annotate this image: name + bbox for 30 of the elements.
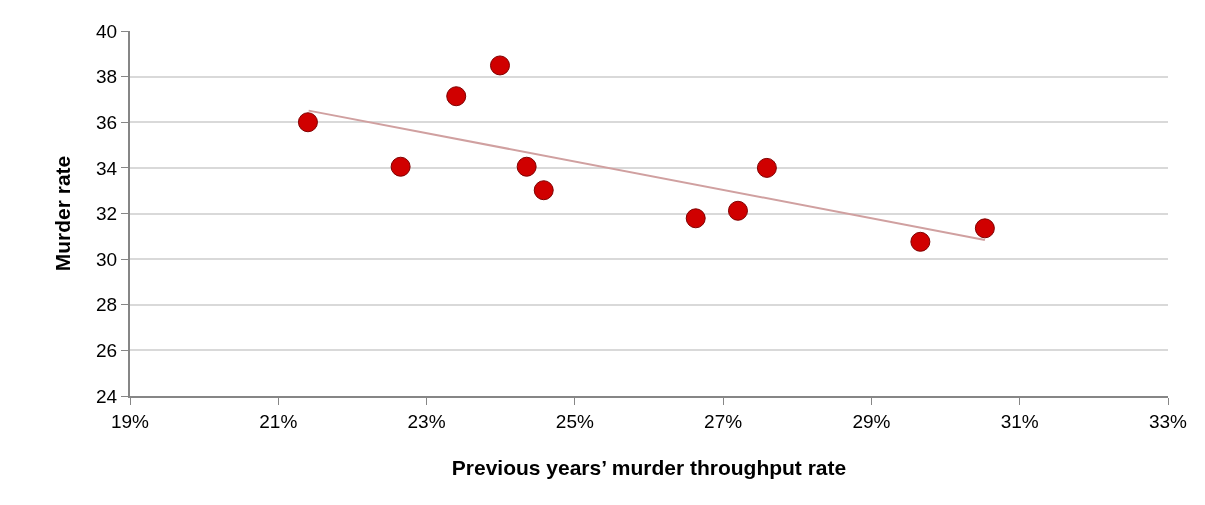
- y-tick-label: 24: [96, 385, 118, 407]
- point: [685, 208, 706, 229]
- y-tick-label: 30: [96, 248, 118, 270]
- point: [756, 157, 777, 178]
- y-tick-label: 34: [96, 157, 118, 179]
- point: [727, 200, 748, 221]
- point: [516, 156, 537, 177]
- point: [446, 86, 467, 107]
- y-axis-title: Murder rate: [50, 155, 74, 272]
- point: [390, 156, 411, 177]
- x-tick-label: 27%: [704, 410, 743, 432]
- point: [489, 55, 510, 76]
- x-tick-label: 31%: [1000, 410, 1039, 432]
- x-axis-title: Previous years’ murder throughput rate: [451, 456, 847, 480]
- x-tick-label: 21%: [259, 410, 298, 432]
- y-tick-label: 40: [96, 20, 118, 42]
- x-tick-label: 33%: [1148, 410, 1188, 432]
- y-tick-label: 26: [96, 340, 118, 362]
- x-tick-label: 23%: [407, 410, 446, 432]
- point: [297, 112, 318, 133]
- point: [533, 180, 554, 201]
- x-tick-label: 19%: [110, 410, 150, 432]
- x-tick-label: 29%: [852, 410, 891, 432]
- y-tick-label: 36: [96, 111, 118, 133]
- x-tick-label: 25%: [555, 410, 594, 432]
- y-tick-label: 28: [96, 294, 118, 316]
- y-tick-label: 38: [96, 66, 118, 88]
- point: [974, 218, 995, 239]
- y-tick-label: 32: [96, 203, 118, 225]
- point: [910, 231, 931, 252]
